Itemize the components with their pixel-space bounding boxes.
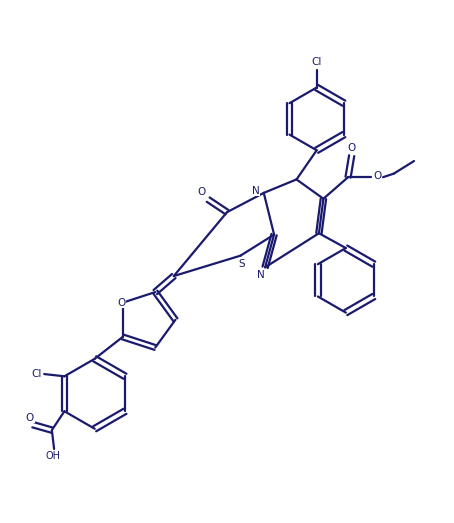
Text: Cl: Cl [31,369,42,379]
Text: N: N [257,270,265,280]
Text: Cl: Cl [311,58,322,67]
Text: O: O [198,187,206,197]
Text: O: O [118,298,126,308]
Text: O: O [26,413,34,423]
Text: OH: OH [46,451,61,461]
Text: N: N [252,186,260,196]
Text: S: S [238,259,245,269]
Text: O: O [373,172,381,181]
Text: O: O [348,143,356,153]
